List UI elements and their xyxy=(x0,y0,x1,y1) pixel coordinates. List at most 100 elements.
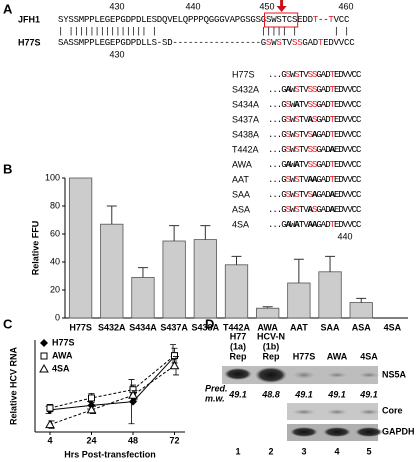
panel-label: A xyxy=(3,1,13,16)
lane-number: 4 xyxy=(334,446,339,456)
y-tick-label: 80 xyxy=(50,200,60,210)
sequence: ...GAWSTVSSGADTEDVVCC xyxy=(268,85,362,95)
sequence: ...GSWSTVSSGADTEDVVCC xyxy=(268,70,362,80)
x-tick-label: 72 xyxy=(169,435,179,445)
error-bar xyxy=(356,297,367,303)
mutant-name: ASA xyxy=(232,204,250,214)
sequence: ...GAWATVAAGADTEDVVCC xyxy=(268,220,362,230)
bar xyxy=(256,307,280,319)
mutant-name: S434A xyxy=(232,99,259,109)
sequence: ...GSWSTVSAGADTEDVVCC xyxy=(268,130,362,140)
band xyxy=(358,409,380,415)
band xyxy=(326,409,348,415)
sequence: ...GSWSTVSSGADAEDVVCC xyxy=(268,145,362,155)
sequence: SYSSMPPLEGEPGDPDLESDQVELQPPPQGGGVAPGSGSG… xyxy=(58,15,350,25)
sequence: ...GSWSTVSAGADAEDVVCC xyxy=(268,190,362,200)
blots xyxy=(222,366,383,441)
x-tick-label: 24 xyxy=(86,435,96,445)
error-bar xyxy=(293,258,304,283)
marker xyxy=(169,360,180,370)
sequence: ...GSWSTVAAGADTEDVVCC xyxy=(268,175,362,185)
band xyxy=(323,427,351,437)
error-bar xyxy=(137,267,148,278)
mutant-name: S432A xyxy=(232,84,259,94)
x-tick-label: SAA xyxy=(321,322,341,332)
band xyxy=(358,372,380,378)
panel-label: B xyxy=(3,161,12,176)
blot-label: Core xyxy=(382,405,403,415)
residue-number: 430 xyxy=(109,49,124,59)
mutant-name: S438A xyxy=(232,129,259,139)
error-bar xyxy=(231,255,242,265)
marker xyxy=(86,404,97,414)
marker xyxy=(46,404,54,412)
bar xyxy=(100,223,124,319)
molecular-weight: 48.8 xyxy=(261,389,280,399)
lane-header: HCV-N xyxy=(257,331,285,341)
bar xyxy=(68,177,93,319)
lane-header: H77S xyxy=(293,351,316,361)
mw-label: m.w. xyxy=(205,393,225,403)
x-tick-label: 4 xyxy=(47,435,52,445)
y-tick-label: 0 xyxy=(55,312,60,322)
mutant-name: 4SA xyxy=(232,219,249,229)
marker xyxy=(39,363,49,373)
bar xyxy=(349,302,373,319)
sequence: ...GSWSTVASGADAEDVVCC xyxy=(268,205,362,215)
bar xyxy=(193,239,217,319)
lane-number: 3 xyxy=(301,446,306,456)
band xyxy=(355,427,383,437)
x-tick-label: S437A xyxy=(160,322,188,332)
sequence-name: H77S xyxy=(18,37,41,47)
panel-label: D xyxy=(205,316,214,331)
lane-number: 1 xyxy=(235,446,240,456)
marker xyxy=(40,339,48,347)
legend-label: 4SA xyxy=(52,363,70,373)
x-tick-label: S438A xyxy=(192,322,220,332)
sequence: ...GAWATVSSGADTEDVVCC xyxy=(268,160,362,170)
lane-header: (1a) xyxy=(230,341,246,351)
arrow-head xyxy=(276,6,287,12)
series-line xyxy=(49,355,175,409)
molecular-weight: 49.1 xyxy=(359,389,378,399)
lane-header: Rep xyxy=(262,351,280,361)
mutant-name: T442A xyxy=(232,144,259,154)
sequence: ...GSWSTVASGADTEDVVCC xyxy=(268,115,362,125)
band xyxy=(292,409,316,415)
molecular-weight: 49.1 xyxy=(228,389,247,399)
highlight-box xyxy=(264,12,299,28)
x-tick-label: S432A xyxy=(98,322,126,332)
mutant-name: AAT xyxy=(232,174,249,184)
legend-label: H77S xyxy=(52,337,75,347)
error-bar xyxy=(262,306,273,309)
series-line xyxy=(49,356,175,411)
mw-label: Pred. xyxy=(205,383,228,393)
x-tick-label: 4SA xyxy=(384,322,402,332)
x-tick-label: AAT xyxy=(290,322,308,332)
marker xyxy=(171,352,178,360)
band xyxy=(292,371,316,379)
y-tick-label: 100 xyxy=(45,172,60,182)
y-axis-label: Relative HCV RNA xyxy=(8,346,18,425)
marker xyxy=(88,394,95,402)
x-axis-label: Hrs Post-transfection xyxy=(64,449,156,459)
x-tick-label: ASA xyxy=(352,322,372,332)
blot-label: GAPDH xyxy=(382,426,415,436)
blot-label: NS5A xyxy=(382,369,407,379)
sequence: | ||||||||||||||| | ||||| | | | xyxy=(58,27,349,37)
lane-header: Rep xyxy=(229,351,247,361)
bar xyxy=(162,240,186,319)
lane-number: 5 xyxy=(366,446,371,456)
marker xyxy=(45,419,55,429)
mutant-name: S437A xyxy=(232,114,259,124)
bar xyxy=(318,271,342,319)
y-tick-label: 40 xyxy=(50,256,60,266)
panel-label: C xyxy=(3,316,13,331)
legend-label: AWA xyxy=(52,350,73,360)
molecular-weight: 49.1 xyxy=(294,389,313,399)
residue-number: 430 xyxy=(109,1,124,11)
error-bar xyxy=(106,205,117,225)
lane-header: AWA xyxy=(327,351,348,361)
error-bar xyxy=(200,225,211,240)
y-axis-label: Relative FFU xyxy=(30,221,40,276)
